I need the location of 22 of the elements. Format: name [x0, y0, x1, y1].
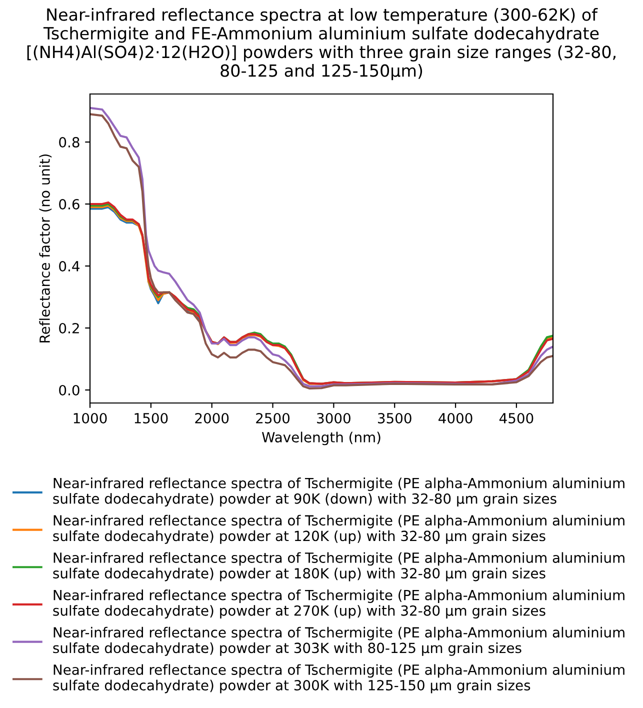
x-tick-label: 2000 [195, 412, 229, 424]
legend-label: Near-infrared reflectance spectra of Tschermigite (PE alpha-Ammonium aluminium sulfate dodecahydrate) powder at 180K (up) with 32-80 µm grain sizes [53, 552, 624, 582]
chart-title: Near-infrared reflectance spectra at low temperature (300-62K) of Tschermigite and FE-Ammonium aluminium sulfate dodecahydrate [(NH4)Al(SO4)2·12(H2O)] powders with three grain size ranges (32-80, 80-125 and 125-150µm) [27, 8, 616, 80]
x-tick-label: 3500 [378, 412, 412, 424]
legend-label: Near-infrared reflectance spectra of Tschermigite (PE alpha-Ammonium aluminium sulfate dodecahydrate) powder at 300K with 125-150 µm grain sizes [53, 664, 624, 694]
x-tick-label: 4500 [499, 412, 534, 424]
x-axis-title: Wavelength (nm) [262, 432, 380, 446]
legend-label: Near-infrared reflectance spectra of Tschermigite (PE alpha-Ammonium aluminium sulfate dodecahydrate) powder at 270K (up) with 32-80 µm grain sizes [53, 590, 624, 619]
x-tick-label: 4000 [438, 412, 472, 424]
x-tick-label: 1500 [134, 412, 168, 424]
y-tick-label: 0.2 [59, 322, 79, 334]
y-axis-title: Reflectance factor (no unit) [39, 154, 52, 342]
x-tick-label: 2500 [256, 412, 290, 424]
legend-label: Near-infrared reflectance spectra of Tschermigite (PE alpha-Ammonium aluminium sulfate dodecahydrate) powder at 120K (up) with 32-80 µm grain sizes [53, 514, 624, 544]
x-tick-label: 1000 [74, 412, 107, 424]
y-tick-label: 0.0 [59, 384, 80, 396]
y-tick-label: 0.4 [59, 260, 80, 272]
legend-label: Near-infrared reflectance spectra of Tschermigite (PE alpha-Ammonium aluminium sulfate dodecahydrate) powder at 90K (down) with 32-80 µm grain sizes [53, 478, 624, 507]
y-tick-label: 0.6 [59, 198, 80, 210]
x-tick-label: 3000 [317, 412, 350, 424]
legend-label: Near-infrared reflectance spectra of Tschermigite (PE alpha-Ammonium aluminium sulfate dodecahydrate) powder at 303K with 80-125 µm grain sizes [53, 626, 624, 656]
y-tick-label: 0.8 [59, 137, 80, 148]
